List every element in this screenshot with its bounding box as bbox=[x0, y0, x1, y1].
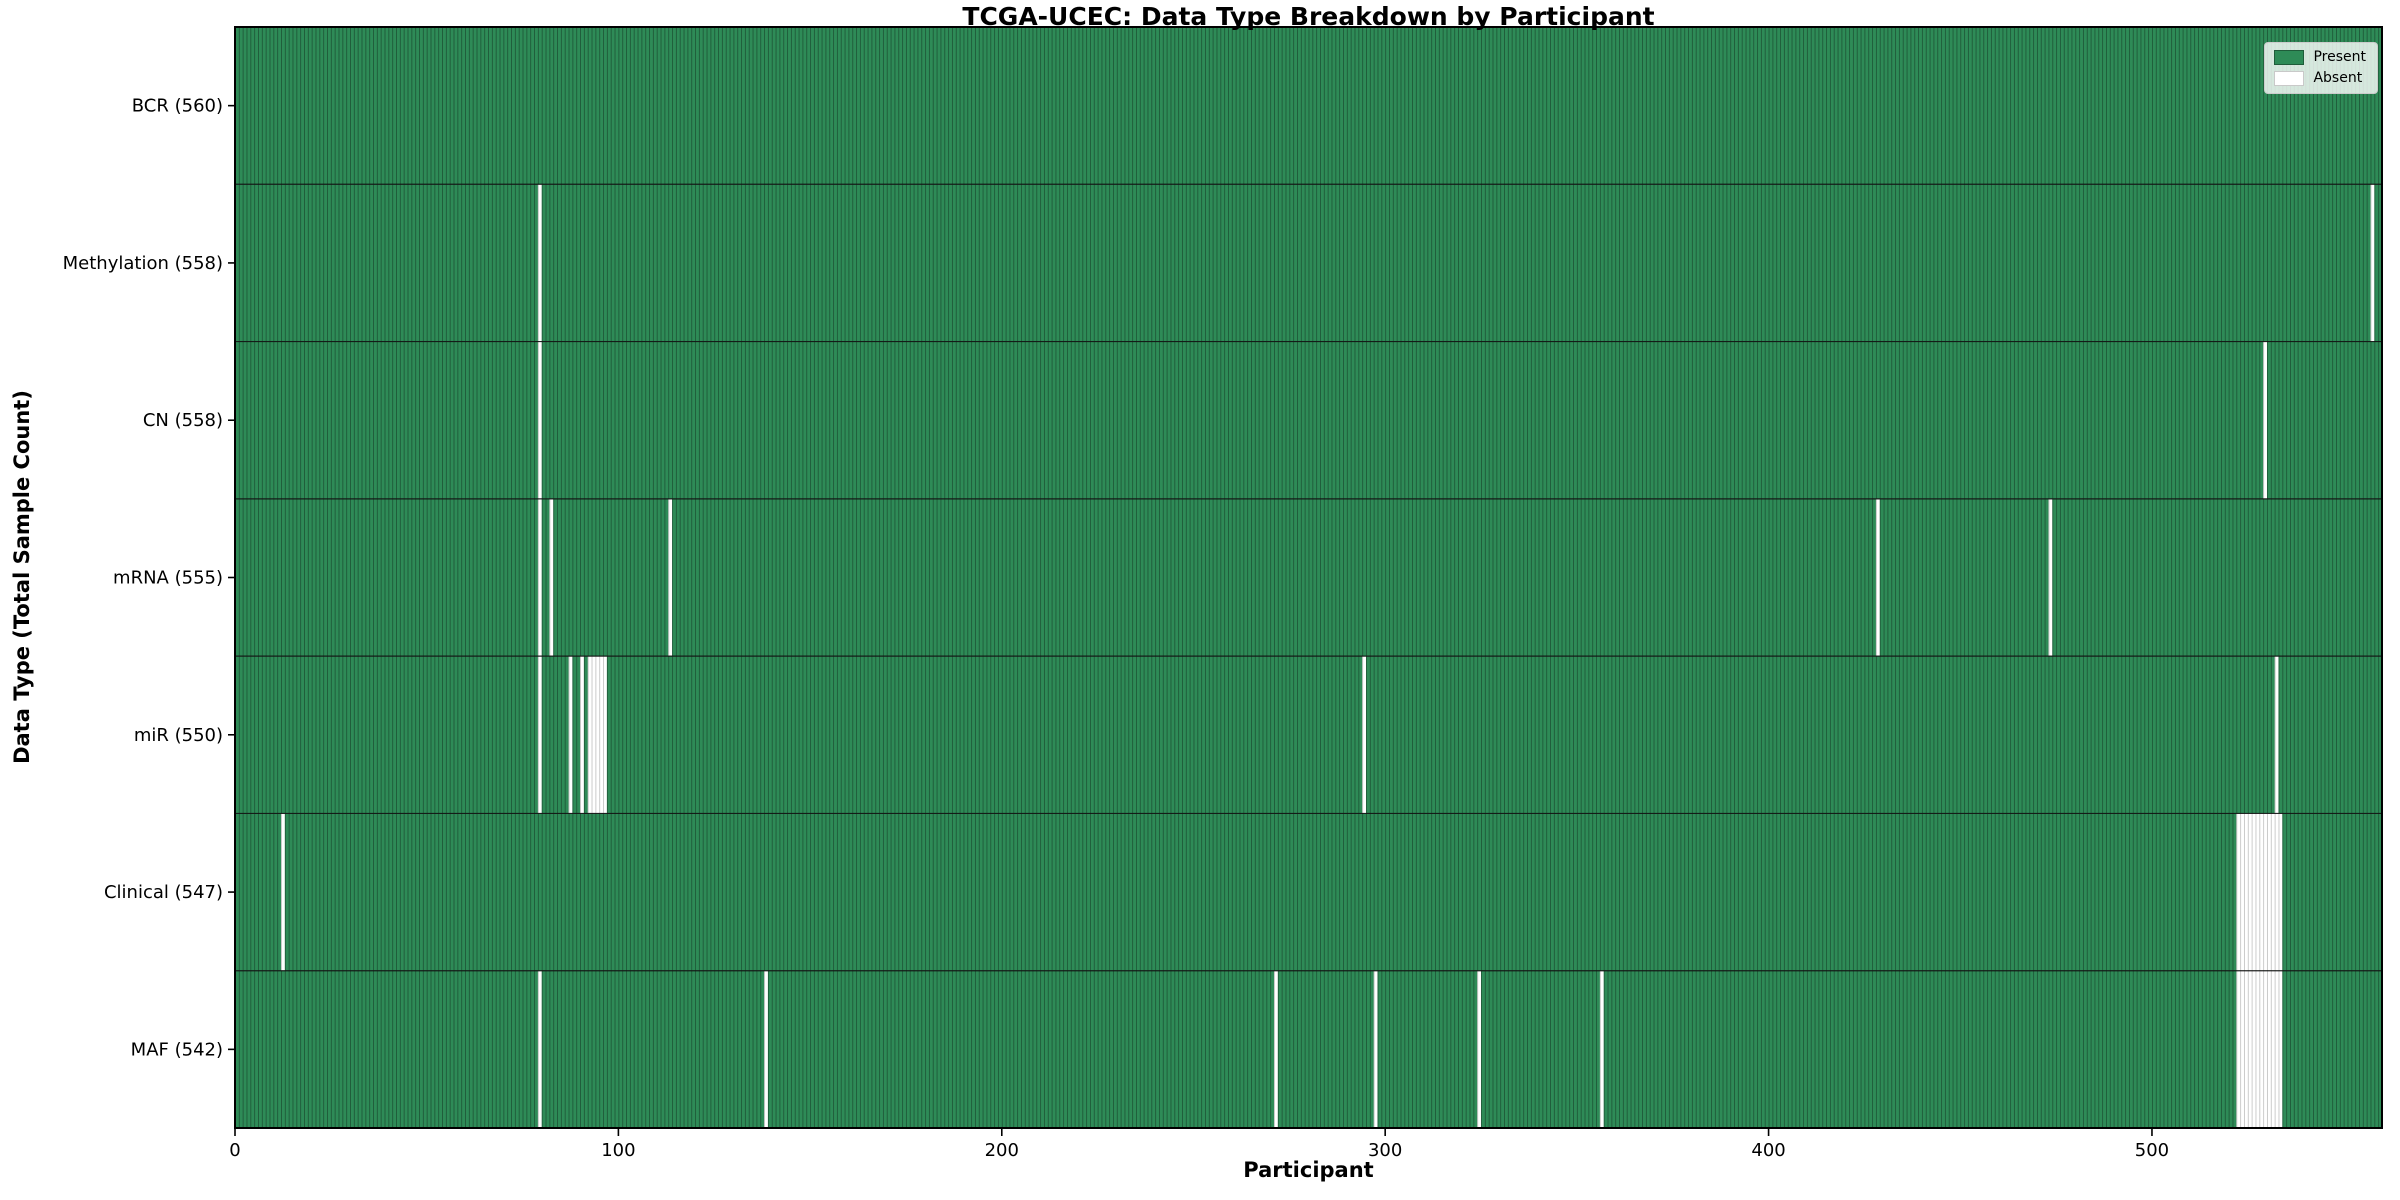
chart-title: TCGA-UCEC: Data Type Breakdown by Partic… bbox=[962, 2, 1655, 31]
matrix-row-Methylation bbox=[235, 184, 2382, 342]
matrix-row-CN bbox=[235, 341, 2382, 499]
legend-item-present: Present bbox=[2274, 50, 2366, 65]
y-tick-label-Methylation: Methylation (558) bbox=[63, 253, 223, 274]
absent-cells-miR bbox=[580, 656, 584, 814]
present-cells-mRNA bbox=[235, 498, 2382, 657]
matrix-row-BCR bbox=[235, 27, 2382, 185]
absent-cells-MAF bbox=[1273, 970, 1278, 1128]
absent-cells-MAF bbox=[537, 970, 542, 1128]
x-tick-label-400: 400 bbox=[1751, 1140, 1785, 1161]
y-tick-label-Clinical: Clinical (547) bbox=[104, 882, 223, 903]
absent-cells-miR bbox=[587, 656, 607, 814]
legend-label-present: Present bbox=[2313, 49, 2366, 65]
absent-cells-mRNA bbox=[2048, 498, 2053, 657]
legend-item-absent: Absent bbox=[2274, 71, 2366, 86]
present-cells-miR bbox=[235, 656, 2382, 814]
present-cells-BCR bbox=[235, 27, 2382, 185]
absent-cells-Methylation bbox=[2370, 184, 2375, 342]
absent-cells-MAF bbox=[764, 970, 768, 1128]
y-axis-label: Data Type (Total Sample Count) bbox=[10, 390, 34, 764]
absent-cells-Clinical bbox=[281, 813, 285, 971]
absent-cells-CN bbox=[2263, 341, 2267, 499]
absent-cells-mRNA bbox=[537, 498, 542, 657]
y-tick-label-BCR: BCR (560) bbox=[132, 96, 223, 117]
absent-cells-MAF bbox=[1373, 970, 1378, 1128]
matrix-row-mRNA bbox=[235, 498, 2382, 657]
absent-cells-miR bbox=[537, 656, 542, 814]
legend-swatch-present bbox=[2274, 50, 2305, 65]
x-axis-label: Participant bbox=[1243, 1158, 1374, 1182]
absent-cells-miR bbox=[1362, 656, 1367, 814]
present-cells-Clinical bbox=[235, 813, 2382, 971]
absent-cells-miR bbox=[2274, 656, 2279, 814]
absent-cells-MAF bbox=[2236, 970, 2283, 1128]
matrix-row-Clinical bbox=[235, 813, 2382, 971]
absent-cells-mRNA bbox=[549, 498, 554, 657]
legend-label-absent: Absent bbox=[2313, 70, 2363, 86]
absent-cells-Clinical bbox=[2236, 813, 2283, 971]
absent-cells-Methylation bbox=[537, 184, 542, 342]
y-tick-label-miR: miR (550) bbox=[134, 725, 223, 746]
y-tick-label-MAF: MAF (542) bbox=[131, 1039, 223, 1060]
matrix-row-miR bbox=[235, 656, 2382, 814]
x-tick-label-0: 0 bbox=[229, 1140, 240, 1161]
absent-cells-MAF bbox=[1477, 970, 1482, 1128]
x-tick-label-200: 200 bbox=[985, 1140, 1019, 1161]
legend: Present Absent bbox=[2264, 42, 2378, 94]
absent-cells-miR bbox=[568, 656, 573, 814]
present-cells-CN bbox=[235, 341, 2382, 499]
legend-swatch-absent bbox=[2274, 71, 2305, 86]
x-tick-label-500: 500 bbox=[2135, 1140, 2169, 1161]
x-tick-label-100: 100 bbox=[601, 1140, 635, 1161]
absent-cells-mRNA bbox=[1875, 498, 1880, 657]
absent-cells-MAF bbox=[1599, 970, 1604, 1128]
y-tick-label-mRNA: mRNA (555) bbox=[113, 568, 223, 589]
absent-cells-mRNA bbox=[668, 498, 673, 657]
x-tick-label-300: 300 bbox=[1368, 1140, 1402, 1161]
y-tick-label-CN: CN (558) bbox=[143, 410, 223, 431]
present-cells-Methylation bbox=[235, 184, 2382, 342]
present-cells-MAF bbox=[235, 970, 2382, 1128]
matrix-row-MAF bbox=[235, 970, 2382, 1128]
absent-cells-CN bbox=[537, 341, 542, 499]
